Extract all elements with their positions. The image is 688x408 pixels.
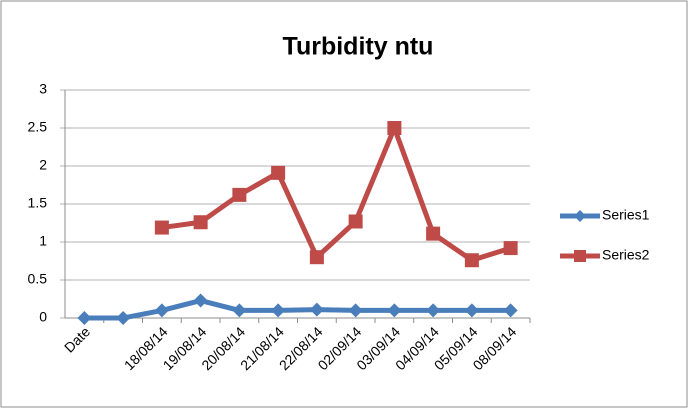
data-point [271, 303, 286, 318]
data-point [154, 303, 169, 318]
legend-marker [574, 250, 586, 262]
data-point [503, 241, 518, 256]
data-point [77, 311, 92, 325]
y-tick-label: 2.5 [28, 119, 48, 135]
legend-marker [574, 210, 586, 222]
legend-label: Series1 [602, 207, 650, 223]
data-point [348, 214, 363, 229]
y-tick-label: 0.5 [28, 271, 48, 287]
data-point [232, 187, 247, 202]
data-point [154, 220, 169, 235]
data-point [387, 121, 402, 135]
y-tick-label: 0 [39, 309, 47, 325]
data-point [232, 303, 247, 318]
data-point [464, 253, 479, 268]
data-point [193, 293, 208, 308]
y-tick-label: 1 [39, 233, 47, 249]
legend-label: Series2 [602, 247, 650, 263]
y-tick-label: 2 [39, 157, 47, 173]
data-point [426, 226, 441, 241]
y-tick-label: 1.5 [28, 195, 48, 211]
data-point [503, 303, 518, 318]
data-point [348, 303, 363, 318]
data-point [116, 311, 131, 325]
data-point [309, 302, 324, 317]
data-point [426, 303, 441, 318]
data-point [271, 165, 286, 180]
data-point [387, 303, 402, 318]
series-line [161, 125, 512, 263]
data-point [464, 303, 479, 318]
data-point [309, 250, 324, 265]
data-point [193, 215, 208, 230]
chart-title: Turbidity ntu [283, 33, 434, 61]
y-tick-label: 3 [39, 81, 47, 97]
